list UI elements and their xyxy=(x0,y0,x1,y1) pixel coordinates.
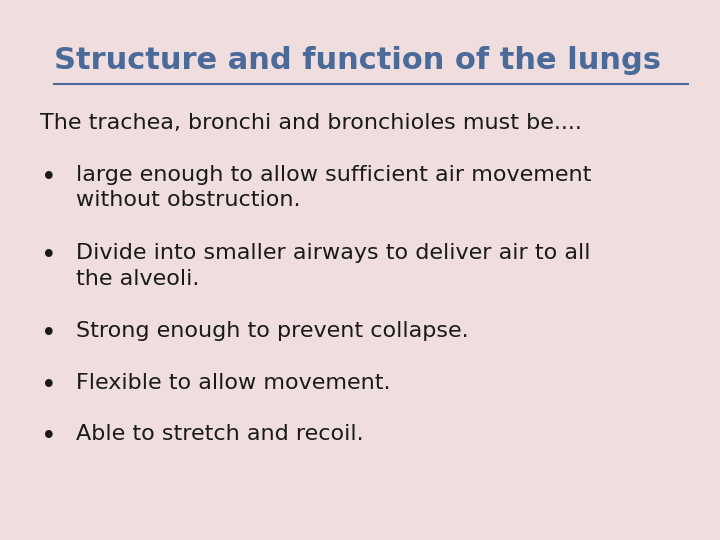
Text: Strong enough to prevent collapse.: Strong enough to prevent collapse. xyxy=(76,321,468,341)
Text: Divide into smaller airways to deliver air to all
the alveoli.: Divide into smaller airways to deliver a… xyxy=(76,243,590,288)
Text: •: • xyxy=(41,321,57,347)
Text: The trachea, bronchi and bronchioles must be....: The trachea, bronchi and bronchioles mus… xyxy=(40,113,582,133)
Text: •: • xyxy=(41,243,57,269)
Text: Structure and function of the lungs: Structure and function of the lungs xyxy=(54,46,661,75)
Text: Able to stretch and recoil.: Able to stretch and recoil. xyxy=(76,424,363,444)
Text: •: • xyxy=(41,165,57,191)
Text: Flexible to allow movement.: Flexible to allow movement. xyxy=(76,373,390,393)
Text: •: • xyxy=(41,424,57,450)
Text: large enough to allow sufficient air movement
without obstruction.: large enough to allow sufficient air mov… xyxy=(76,165,591,210)
Text: •: • xyxy=(41,373,57,399)
